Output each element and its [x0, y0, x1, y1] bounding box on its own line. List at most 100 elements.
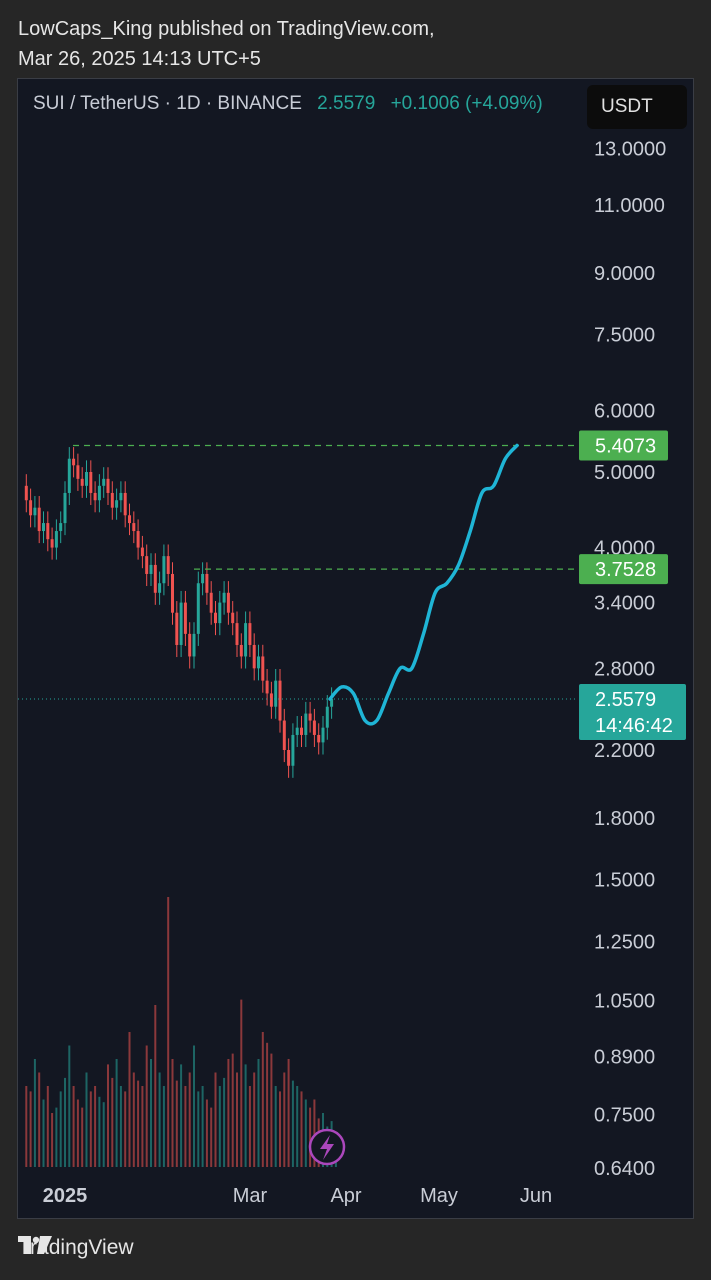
publisher-info: LowCaps_King published on TradingView.co…: [18, 14, 435, 74]
candle-body: [269, 693, 273, 707]
candle-body: [304, 713, 308, 735]
candle-body: [136, 531, 140, 548]
candle-body: [37, 507, 41, 532]
candle-body: [218, 602, 222, 624]
candle-body: [274, 680, 278, 707]
candle-body: [67, 458, 71, 493]
candle-body: [257, 656, 260, 669]
candle: [214, 601, 217, 636]
candle: [158, 571, 162, 605]
candle-body: [308, 713, 312, 721]
replay-lightning-icon[interactable]: [308, 1128, 346, 1166]
candle: [67, 447, 71, 506]
candle: [222, 581, 226, 615]
y-tick-label: 5.0000: [594, 462, 655, 484]
candle: [192, 622, 196, 669]
volume-bar: [231, 1053, 234, 1167]
currency-button[interactable]: USDT: [587, 85, 687, 129]
candle: [166, 544, 170, 587]
volume-bar: [132, 1072, 135, 1167]
candle: [76, 453, 80, 491]
volume-bar: [214, 1072, 217, 1167]
candle-body: [201, 573, 205, 584]
level-price-tag: [579, 554, 668, 585]
volume-bar: [94, 1086, 97, 1167]
candle-body: [140, 547, 144, 557]
volume-bar: [124, 1091, 127, 1167]
candle-body: [192, 633, 196, 657]
candle-body: [76, 465, 80, 479]
candle: [24, 474, 28, 513]
y-tick-label: 4.0000: [594, 538, 655, 560]
candle: [162, 544, 166, 596]
volume-bar: [81, 1107, 84, 1167]
candle-body: [171, 573, 174, 613]
volume-bar: [128, 1032, 131, 1167]
candle: [235, 611, 239, 658]
candle-body: [123, 492, 127, 516]
volume-bar: [68, 1045, 71, 1167]
legend-price: 2.5579: [317, 93, 376, 114]
candle: [308, 701, 312, 733]
candle-body: [85, 472, 88, 486]
candle: [145, 544, 149, 587]
candle: [110, 481, 114, 520]
volume-bar: [313, 1099, 316, 1167]
volume-bar: [240, 999, 243, 1167]
tradingview-logo-icon: [18, 1236, 52, 1254]
x-tick-label: May: [420, 1185, 458, 1207]
volume-bar: [42, 1099, 45, 1167]
candle-body: [209, 592, 213, 613]
candle: [72, 447, 76, 478]
volume-bar: [25, 1086, 28, 1167]
volume-bar: [167, 897, 170, 1167]
candle-body: [312, 720, 316, 735]
candle: [132, 511, 136, 544]
volume-bar: [102, 1102, 105, 1167]
volume-bar: [223, 1077, 226, 1167]
candle-body: [42, 523, 45, 532]
volume-bar: [236, 1072, 238, 1167]
candle: [106, 467, 110, 506]
volume-bar: [29, 1091, 32, 1167]
volume-bar: [188, 1072, 191, 1167]
candle-body: [97, 485, 101, 501]
volume-bar: [158, 1072, 161, 1167]
volume-bar: [283, 1072, 286, 1167]
candle: [37, 496, 41, 544]
volume-bar: [180, 1064, 183, 1167]
candle-body: [29, 500, 33, 516]
level-price-label: 5.4073: [595, 435, 656, 457]
candle-body: [300, 727, 303, 735]
volume-bar: [205, 1099, 208, 1167]
y-tick-label: 6.0000: [594, 400, 655, 422]
candle-body: [248, 623, 252, 645]
candle: [196, 571, 200, 646]
volume-bar: [55, 1107, 58, 1167]
volume-bar: [76, 1099, 79, 1167]
volume-bar: [291, 1080, 294, 1167]
volume-bar: [287, 1059, 290, 1167]
candle-body: [179, 602, 183, 645]
volume-bar: [89, 1091, 92, 1167]
candle-body: [325, 706, 329, 728]
candle: [244, 611, 248, 669]
symbol-name[interactable]: SUI / TetherUS · 1D · BINANCE: [33, 93, 302, 114]
candle: [102, 467, 106, 498]
candle: [300, 716, 303, 748]
candle: [29, 488, 33, 528]
y-tick-label: 1.0500: [594, 990, 655, 1012]
volume-bar: [270, 1053, 273, 1167]
volume-bar: [150, 1059, 152, 1167]
price-chart[interactable]: 13.0000 11.0000 9.0000 7.5000 6.0000 5.0000 4.…: [18, 79, 694, 1219]
candle: [317, 723, 321, 755]
volume-bar: [46, 1086, 49, 1167]
volume-bar: [154, 1005, 157, 1167]
candle: [295, 716, 299, 748]
candle: [115, 488, 119, 520]
y-tick-label: 2.8000: [594, 658, 655, 680]
candle-body: [226, 592, 230, 613]
volume-bar: [72, 1086, 75, 1167]
chart-frame[interactable]: 13.0000 11.0000 9.0000 7.5000 6.0000 5.0000 4.…: [17, 78, 694, 1219]
candle-body: [282, 720, 286, 750]
